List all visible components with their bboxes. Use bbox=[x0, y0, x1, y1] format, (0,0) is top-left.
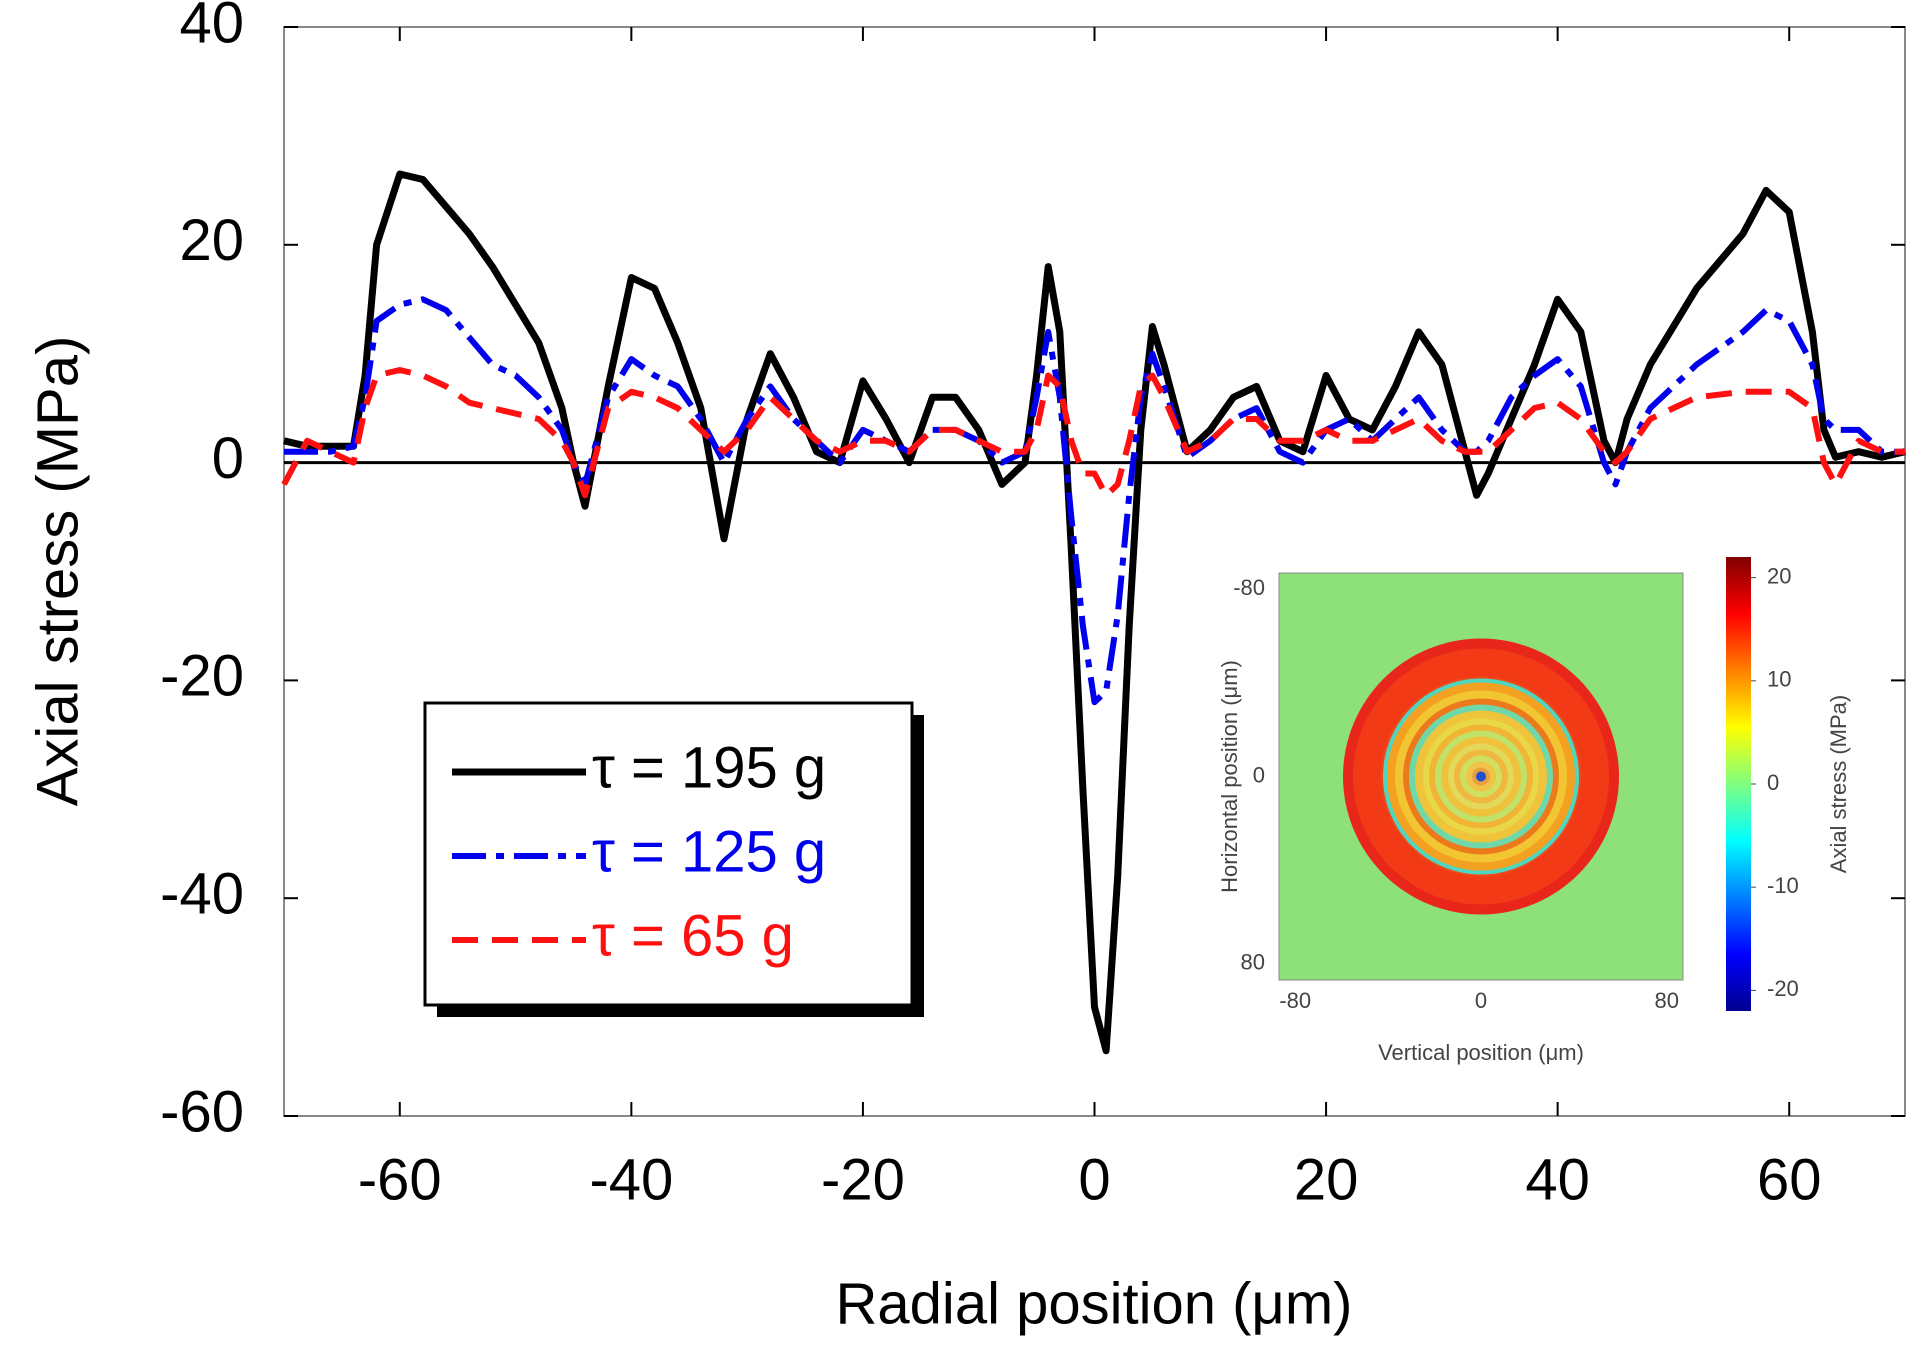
colorbar bbox=[1726, 557, 1751, 1011]
legend-label: τ = 65 g bbox=[592, 903, 794, 968]
series-line bbox=[281, 367, 1905, 499]
colorbar-tick-label: -20 bbox=[1767, 976, 1799, 1001]
inset-y-tick-label: 0 bbox=[1253, 762, 1265, 787]
x-tick-label: -60 bbox=[358, 1147, 442, 1212]
series-line bbox=[283, 170, 1906, 1055]
x-tick-label: 20 bbox=[1294, 1147, 1359, 1212]
y-tick-label: 40 bbox=[179, 0, 244, 55]
y-tick-label: -20 bbox=[160, 644, 244, 709]
x-tick-label: 60 bbox=[1757, 1147, 1822, 1212]
inset-x-tick-label: 0 bbox=[1475, 988, 1487, 1013]
colorbar-tick-label: 20 bbox=[1767, 563, 1791, 588]
x-tick-label: -40 bbox=[589, 1147, 673, 1212]
y-axis-label: Axial stress (MPa) bbox=[25, 336, 90, 807]
colorbar-label: Axial stress (MPa) bbox=[1826, 695, 1851, 873]
legend-label: τ = 125 g bbox=[592, 819, 826, 884]
inset-y-tick-label: -80 bbox=[1233, 575, 1265, 600]
y-tick-label: -60 bbox=[160, 1079, 244, 1144]
colorbar-tick-label: -10 bbox=[1767, 873, 1799, 898]
inset-x-tick-label: -80 bbox=[1279, 988, 1311, 1013]
y-tick-label: -40 bbox=[160, 862, 244, 927]
x-tick-label: -20 bbox=[821, 1147, 905, 1212]
y-tick-label: 0 bbox=[212, 426, 244, 491]
inset-y-label: Horizontal position (μm) bbox=[1217, 660, 1242, 893]
inset-x-label: Vertical position (μm) bbox=[1378, 1040, 1584, 1065]
y-tick-label: 20 bbox=[179, 208, 244, 273]
x-tick-label: 40 bbox=[1525, 1147, 1590, 1212]
heatmap-ring bbox=[1476, 771, 1486, 782]
colorbar-tick-label: 0 bbox=[1767, 770, 1779, 795]
colorbar-tick-label: 10 bbox=[1767, 667, 1791, 692]
legend-label: τ = 195 g bbox=[592, 735, 826, 800]
inset-y-tick-label: 80 bbox=[1241, 949, 1265, 974]
x-axis-label: Radial position (μm) bbox=[836, 1271, 1353, 1336]
legend bbox=[423, 701, 914, 1007]
x-tick-label: 0 bbox=[1078, 1147, 1110, 1212]
inset-x-tick-label: 80 bbox=[1655, 988, 1679, 1013]
